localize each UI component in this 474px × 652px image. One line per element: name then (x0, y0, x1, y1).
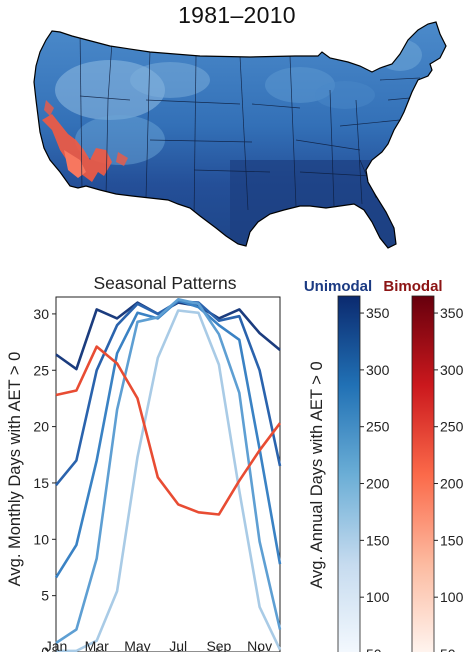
colorbar-tick-label: 100 (366, 589, 390, 605)
us-map (33, 21, 447, 249)
colorbar-tick-label: 350 (366, 305, 390, 321)
colorbar-tick-label: 350 (440, 305, 464, 321)
colorbar-tick-label: 100 (440, 589, 464, 605)
colorbar-tick-label: 50 (366, 646, 382, 652)
x-tick-label: Nov (247, 638, 272, 652)
x-tick-label: Jan (45, 638, 68, 652)
unimodal-colorbar-ticks: 50 100 150 200 250 300 350 (360, 305, 390, 652)
bimodal-colorbar-ticks: 50 100 150 200 250 300 350 (434, 305, 464, 652)
colorbar-tick-label: 250 (366, 419, 390, 435)
bimodal-colorbar (411, 295, 435, 652)
colorbar-tick-label: 200 (440, 476, 464, 492)
y-tick-label: 30 (33, 306, 49, 322)
series-line-6 (55, 345, 282, 516)
x-tick-label: Jul (169, 638, 187, 652)
colorbar-tick-label: 300 (366, 362, 390, 378)
y-axis-ticks: 0 5 10 15 20 25 30 (33, 306, 56, 652)
series-line-4 (55, 298, 282, 645)
y-tick-label: 0 (41, 644, 49, 652)
colorbar-tick-label: 200 (366, 476, 390, 492)
x-tick-label: Mar (85, 638, 109, 652)
unimodal-colorbar-title: Unimodal (304, 278, 372, 295)
y-tick-label: 15 (33, 475, 49, 491)
y-axis-label: Avg. Monthly Days with AET > 0 (6, 352, 24, 587)
y-tick-label: 20 (33, 419, 49, 435)
colorbar-tick-label: 50 (440, 646, 456, 652)
colorbar-tick-label: 150 (366, 532, 390, 548)
x-tick-label: May (124, 638, 150, 652)
series-line-5 (56, 309, 282, 652)
line-plot-area (54, 296, 282, 652)
y-tick-label: 5 (41, 588, 49, 604)
line-chart-title: Seasonal Patterns (93, 273, 236, 293)
x-tick-label: Sep (206, 638, 231, 652)
unimodal-colorbar (337, 295, 361, 652)
x-axis-ticks: Jan Mar May Jul Sep Nov (45, 638, 272, 652)
colorbar-tick-label: 150 (440, 532, 464, 548)
colorbar-tick-label: 250 (440, 419, 464, 435)
bimodal-colorbar-title: Bimodal (383, 278, 442, 295)
figure-title: 1981–2010 (178, 2, 296, 28)
plot-frame (55, 296, 281, 652)
y-tick-label: 10 (33, 531, 49, 547)
y-tick-label: 25 (33, 362, 49, 378)
colorbar-tick-label: 300 (440, 362, 464, 378)
colorbar-label: Avg. Annual Days with AET > 0 (308, 361, 326, 588)
